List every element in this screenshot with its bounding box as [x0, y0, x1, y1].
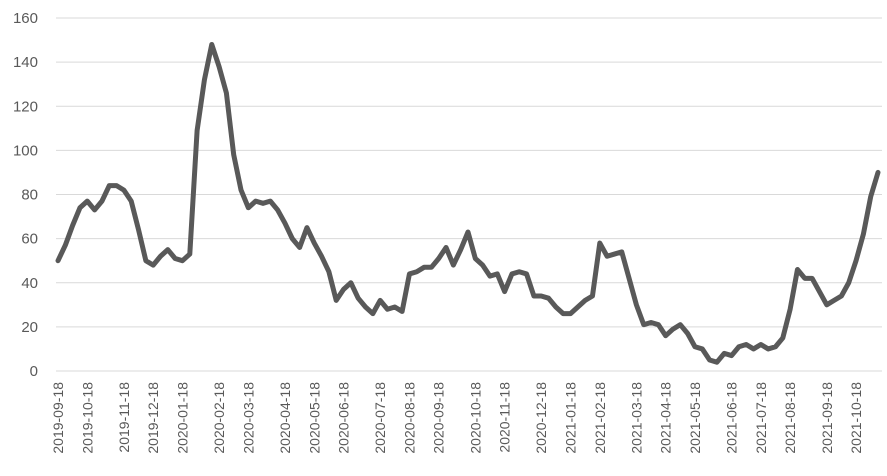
y-tick-label: 120	[13, 98, 38, 115]
x-tick-label: 2021-06-18	[724, 382, 740, 454]
x-tick-label: 2020-10-18	[467, 382, 483, 454]
x-tick-label: 2021-03-18	[628, 382, 644, 454]
y-tick-label: 60	[21, 231, 38, 248]
x-tick-label: 2020-01-18	[174, 382, 190, 454]
x-tick-label: 2020-03-18	[240, 382, 256, 454]
x-tick-label: 2020-05-18	[306, 382, 322, 454]
x-tick-label: 2020-09-18	[431, 382, 447, 454]
y-tick-label: 100	[13, 142, 38, 159]
x-tick-label: 2020-02-18	[211, 382, 227, 454]
x-tick-label: 2020-12-18	[533, 382, 549, 454]
x-tick-label: 2021-10-18	[848, 382, 864, 454]
x-tick-label: 2021-08-18	[782, 382, 798, 454]
x-tick-label: 2019-09-18	[50, 382, 66, 454]
y-tick-label: 20	[21, 319, 38, 336]
y-tick-label: 160	[13, 10, 38, 27]
x-tick-label: 2021-01-18	[563, 382, 579, 454]
x-tick-label: 2020-04-18	[277, 382, 293, 454]
y-tick-label: 40	[21, 275, 38, 292]
x-tick-label: 2021-04-18	[658, 382, 674, 454]
x-tick-label: 2020-11-18	[497, 382, 513, 453]
y-tick-label: 140	[13, 54, 38, 71]
line	[55, 41, 881, 365]
x-tick-label: 2020-08-18	[401, 382, 417, 454]
x-tick-label: 2021-05-18	[687, 382, 703, 454]
x-tick-label: 2020-07-18	[372, 382, 388, 454]
y-tick-label: 80	[21, 187, 38, 204]
x-tick-label: 2019-10-18	[79, 382, 95, 454]
x-tick-label: 2020-06-18	[336, 382, 352, 454]
x-tick-label: 2021-07-18	[753, 382, 769, 454]
x-tick-label: 2019-11-18	[116, 382, 132, 453]
x-tick-label: 2019-12-18	[145, 382, 161, 454]
y-tick-label: 0	[30, 363, 38, 380]
x-tick-label: 2021-09-18	[819, 382, 835, 454]
x-tick-label: 2021-02-18	[592, 382, 608, 454]
